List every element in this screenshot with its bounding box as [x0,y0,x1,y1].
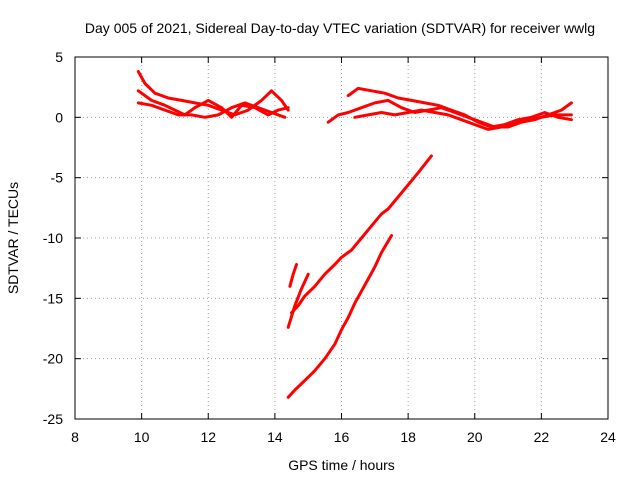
series-line-track-b [136,89,290,119]
series-line-track-f [353,108,573,131]
x-tick-label: 18 [400,429,416,445]
y-tick-label: 5 [55,49,63,65]
x-tick-label: 12 [200,429,216,445]
y-tick-label: -20 [43,351,63,367]
series-line-track-a [136,70,290,117]
y-tick-label: -10 [43,230,63,246]
x-tick-label: 14 [267,429,283,445]
x-tick-label: 20 [467,429,483,445]
plot-frame [74,56,609,420]
series-line-track-c [136,101,287,119]
series-line-track-i [286,272,310,329]
y-tick-label: -25 [43,411,63,427]
x-axis-ticks: 8 10 12 14 16 18 20 22 24 [71,57,616,445]
x-tick-label: 10 [134,429,150,445]
y-tick-label: 0 [55,109,63,125]
series-line-track-g [290,154,433,315]
chart-title: Day 005 of 2021, Sidereal Day-to-day VTE… [85,20,595,36]
series-line-track-j [288,263,298,288]
series-line-track-d [326,98,573,129]
series-line-track-e [346,86,573,129]
series-line-track-h [286,234,393,399]
x-tick-label: 8 [71,429,79,445]
y-axis-label: SDTVAR / TECUs [5,182,21,294]
data-series [136,70,573,399]
x-axis-label: GPS time / hours [288,457,395,473]
x-tick-label: 22 [534,429,550,445]
y-tick-label: -15 [43,290,63,306]
grid [75,57,608,419]
x-tick-label: 24 [600,429,616,445]
y-tick-label: -5 [51,170,64,186]
x-tick-label: 16 [334,429,350,445]
